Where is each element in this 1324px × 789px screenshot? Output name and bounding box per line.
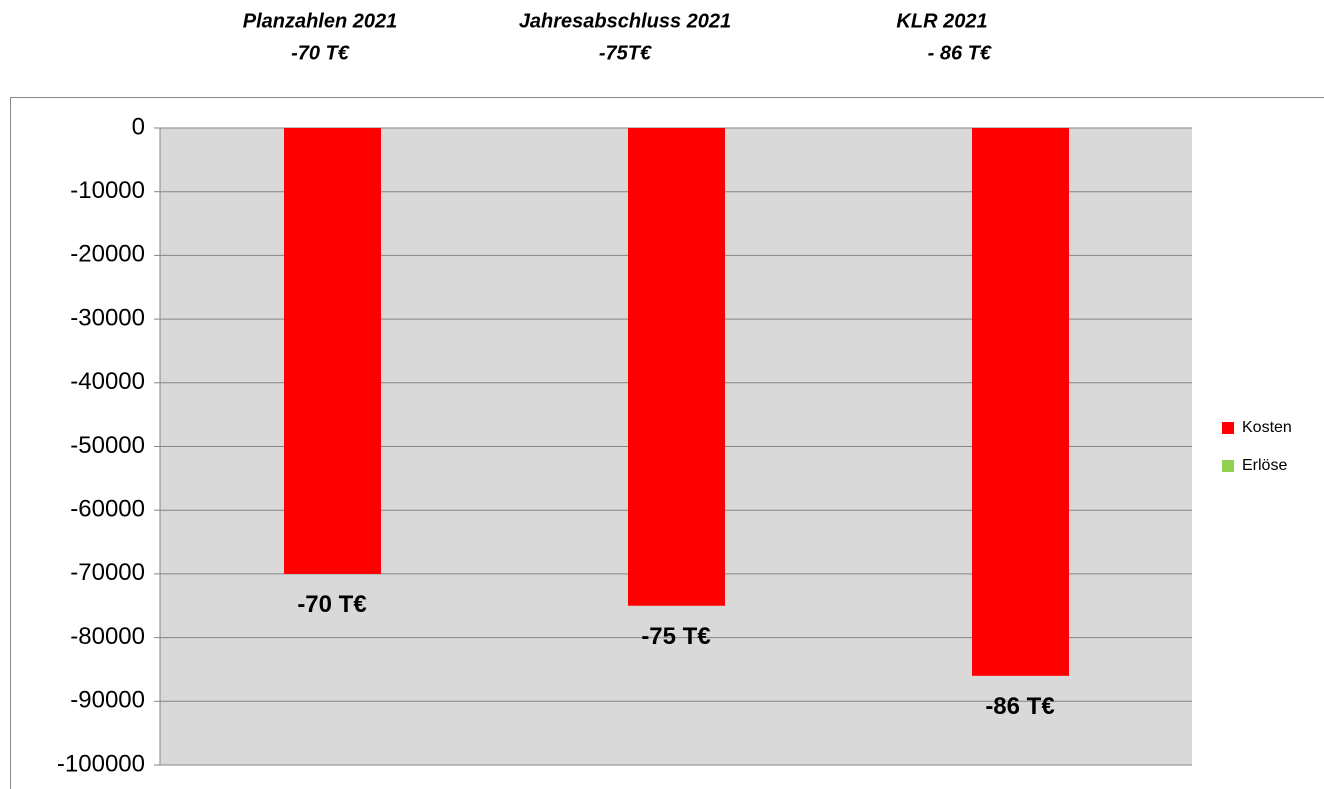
legend-label: Kosten xyxy=(1242,419,1292,436)
y-tick-label: -30000 xyxy=(70,304,145,331)
header-title: KLR 2021 xyxy=(896,10,987,32)
data-label: -75 T€ xyxy=(641,623,710,650)
legend-swatch xyxy=(1222,460,1234,472)
data-label: -86 T€ xyxy=(985,693,1054,720)
bar xyxy=(972,128,1069,676)
y-tick-label: -70000 xyxy=(70,559,145,586)
y-tick-label: -80000 xyxy=(70,623,145,650)
y-tick-label: -60000 xyxy=(70,496,145,523)
y-tick-label: -90000 xyxy=(70,687,145,714)
header-value: - 86 T€ xyxy=(928,42,992,64)
bar xyxy=(628,128,725,606)
y-tick-label: -10000 xyxy=(70,177,145,204)
y-tick-label: -20000 xyxy=(70,241,145,268)
bar xyxy=(284,128,381,574)
header-title: Jahresabschluss 2021 xyxy=(519,10,731,32)
y-tick-label: -100000 xyxy=(57,750,145,777)
header-value: -70 T€ xyxy=(291,42,350,64)
header-value: -75T€ xyxy=(599,42,652,64)
header-title: Planzahlen 2021 xyxy=(243,10,398,32)
data-label: -70 T€ xyxy=(297,591,366,618)
legend-label: Erlöse xyxy=(1242,457,1287,474)
y-tick-label: 0 xyxy=(132,113,145,140)
y-tick-label: -40000 xyxy=(70,368,145,395)
legend-swatch xyxy=(1222,422,1234,434)
y-tick-label: -50000 xyxy=(70,432,145,459)
